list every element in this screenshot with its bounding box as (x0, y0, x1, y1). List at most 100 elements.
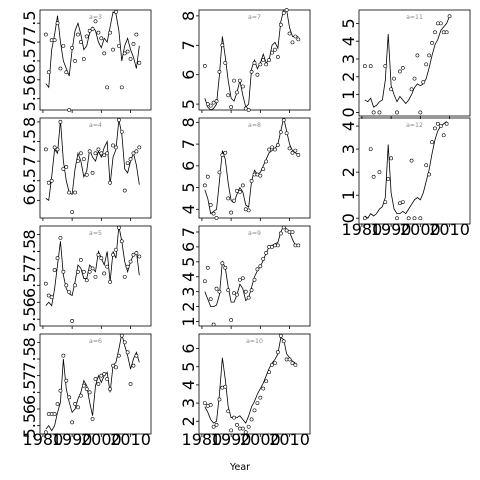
data-point (125, 161, 130, 166)
data-point (433, 126, 437, 131)
data-point (55, 21, 60, 26)
y-tick-label: 5 (179, 257, 198, 267)
data-point (275, 143, 280, 148)
panel-a-11: a=11 0 1 2 3 4 5 (339, 9, 471, 119)
data-point (368, 64, 373, 69)
y-tick-label: 7 (20, 156, 39, 166)
data-point (246, 295, 251, 300)
data-point (284, 8, 289, 12)
data-point (226, 288, 231, 293)
data-point (125, 350, 130, 355)
data-point (237, 190, 242, 194)
data-point (81, 269, 86, 274)
data-point (55, 256, 60, 261)
data-point (49, 178, 54, 183)
data-point (58, 120, 63, 124)
data-point (226, 409, 231, 414)
data-point (134, 32, 139, 37)
data-point (93, 151, 98, 156)
data-point (61, 269, 66, 274)
data-point (264, 159, 269, 164)
data-point (261, 167, 266, 171)
data-point (447, 14, 452, 19)
data-point (84, 34, 89, 39)
x-axis-label: Year (229, 462, 250, 473)
panel-label: a=12 (406, 122, 423, 129)
y-tick-label: 2 (339, 72, 358, 82)
fit-line (204, 117, 299, 215)
data-point (293, 34, 298, 39)
data-point (125, 264, 130, 269)
data-point (64, 378, 69, 383)
data-point (383, 64, 388, 69)
data-point (96, 30, 101, 35)
fit-line (364, 121, 447, 219)
data-point (270, 145, 274, 150)
data-point (220, 261, 225, 266)
panel-a-9: a=9 1 2 3 4 5 6 7 (179, 225, 311, 329)
data-point (73, 190, 77, 195)
data-point (249, 69, 254, 74)
y-tick-label: 3 (339, 54, 358, 64)
data-point (275, 350, 280, 355)
data-point (90, 170, 95, 175)
data-point (267, 147, 272, 152)
data-point (137, 254, 142, 259)
data-point (67, 290, 72, 295)
data-point (409, 87, 414, 92)
data-point (114, 365, 118, 370)
data-point (93, 19, 98, 24)
data-point (229, 105, 234, 109)
data-point (430, 140, 434, 145)
data-point (61, 353, 66, 358)
data-point (273, 47, 277, 52)
panel-a-3: a=3 5.56 6.57 7.5 (20, 9, 152, 113)
data-point (438, 124, 443, 128)
data-point (67, 108, 72, 112)
y-tick-label: 1 (339, 190, 358, 200)
y-tick-label: 3 (179, 398, 198, 408)
panel-frame (198, 117, 311, 219)
y-tick-label: 6 (20, 75, 39, 85)
y-tick-label: 6.5 (20, 48, 39, 73)
data-point (78, 393, 83, 398)
data-point (87, 149, 92, 154)
data-point (46, 293, 51, 298)
data-point (284, 131, 289, 136)
panel-a-8: a=8 4 5 6 7 8 (179, 117, 311, 221)
data-point (214, 216, 219, 220)
data-point (243, 430, 248, 435)
panel-label: a=7 (248, 14, 261, 21)
data-point (128, 157, 133, 162)
data-point (105, 85, 110, 90)
data-point (235, 292, 239, 297)
data-point (114, 145, 118, 150)
x-tick-label: 1980 (342, 220, 383, 239)
data-point (102, 153, 107, 158)
data-point (211, 424, 216, 429)
data-point (211, 100, 216, 105)
y-tick-label: 4 (339, 121, 358, 131)
data-point (99, 256, 104, 261)
x-tick-label: 1990 (52, 430, 93, 449)
data-point (73, 283, 77, 288)
data-point (258, 173, 263, 178)
data-point (229, 428, 234, 433)
panel-label: a=8 (248, 122, 261, 129)
y-tick-label: 6 (20, 195, 39, 205)
x-tick-label: 1980 (23, 430, 64, 449)
y-tick-label: 6 (20, 404, 39, 414)
data-point (90, 266, 95, 271)
panel-a-7: a=7 5 6 7 8 (179, 8, 311, 113)
data-point (58, 235, 63, 240)
y-tick-label: 6.5 (20, 273, 39, 298)
x-tick-label: 2010 (429, 220, 470, 239)
data-point (249, 417, 254, 422)
y-tick-label: 3 (179, 287, 198, 297)
data-point (290, 230, 295, 234)
data-point (116, 118, 121, 122)
data-point (43, 281, 48, 286)
data-point (261, 386, 266, 391)
data-point (108, 180, 113, 185)
data-point (128, 259, 133, 264)
